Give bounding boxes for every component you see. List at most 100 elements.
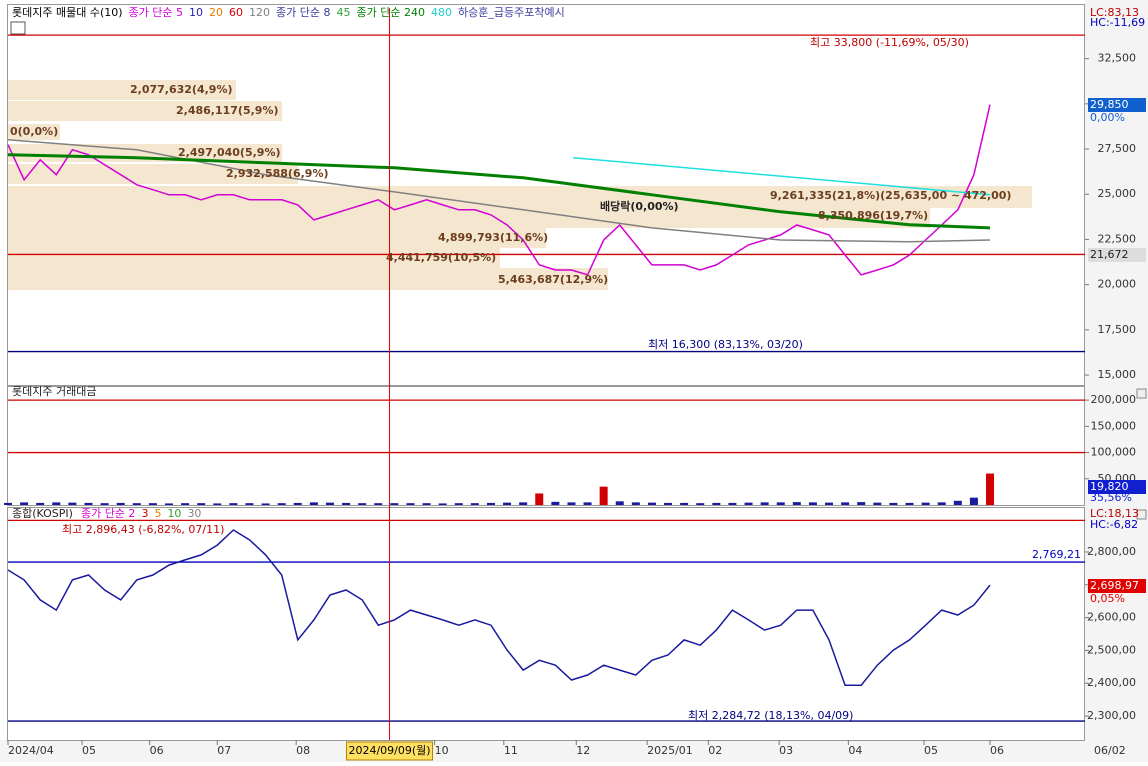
y-tick-label: 17,500	[1098, 323, 1137, 336]
bar	[470, 503, 479, 505]
bar	[181, 503, 190, 505]
x-tick-label: 05	[924, 744, 938, 757]
panel-close[interactable]	[1136, 388, 1147, 399]
side-label: 35,56%	[1090, 491, 1132, 504]
panel-frames	[7, 4, 1085, 741]
bar	[599, 486, 608, 505]
right-axis-area	[1085, 0, 1148, 762]
annotation: 4,441,759(10,5%)	[386, 251, 496, 264]
side-label-box	[1088, 98, 1146, 112]
legend-item: 5	[154, 507, 161, 520]
legend-item: 종가 단순 240	[357, 6, 425, 19]
x-tick-label: 04	[848, 744, 862, 757]
bar	[277, 503, 286, 505]
legend-item: 20	[209, 6, 223, 19]
annotation: 2,486,117(5,9%)	[176, 104, 279, 117]
y-tick-label: 2,400,00	[1087, 676, 1136, 689]
x-tick-label: 2024/04	[8, 744, 54, 757]
bar	[293, 502, 302, 505]
series-line	[7, 104, 991, 276]
y-tick-label: 2,500,00	[1087, 643, 1136, 656]
annotation: 2,077,632(4,9%)	[130, 83, 233, 96]
annotation: 2,932,588(6,9%)	[226, 167, 329, 180]
bar	[953, 500, 962, 505]
side-label: HC:-11,69	[1090, 16, 1145, 29]
series-line	[573, 156, 991, 196]
bar	[986, 473, 995, 505]
bar	[132, 503, 141, 505]
bottom-axis-area	[0, 740, 1148, 762]
profile-box	[8, 268, 608, 290]
bar	[615, 501, 624, 505]
y-tick-label: 32,500	[1098, 52, 1137, 65]
x-tick-label: 06	[990, 744, 1004, 757]
bar	[309, 502, 318, 505]
annotation: 최저 2,284,72 (18,13%, 04/09)	[688, 709, 853, 722]
side-label: HC:-6,82	[1090, 518, 1138, 531]
bar	[889, 502, 898, 505]
profile-box	[8, 101, 282, 121]
bar	[808, 502, 817, 505]
legend-item: 10	[167, 507, 181, 520]
bar	[100, 503, 109, 505]
bar	[406, 503, 415, 505]
bar	[728, 502, 737, 505]
bar	[712, 502, 721, 505]
y-tick-label: 150,000	[1091, 419, 1137, 432]
y-tick-label: 27,500	[1098, 142, 1137, 155]
series-line	[7, 153, 991, 230]
bar	[325, 502, 334, 505]
legend-item: 3	[141, 507, 148, 520]
panel-frame	[7, 507, 1085, 741]
side-label: 19,820	[1090, 480, 1129, 493]
y-tick-label: 200,000	[1091, 393, 1137, 406]
y-tick-label: 2,600,00	[1087, 611, 1136, 624]
annotation: 최저 16,300 (83,13%, 03/20)	[648, 338, 803, 351]
annotation: 최고 33,800 (-11,69%, 05/30)	[810, 36, 969, 49]
side-label: 2,698,97	[1090, 579, 1139, 592]
bar	[261, 503, 270, 505]
bar	[825, 502, 834, 505]
series-line	[7, 529, 991, 686]
legend-item: 하승훈_급등주포착예시	[458, 5, 565, 19]
profile-box	[8, 124, 60, 140]
side-label: LC:18,13	[1090, 507, 1139, 520]
panel-close[interactable]	[1136, 509, 1147, 520]
bar	[438, 503, 447, 505]
bar	[857, 502, 866, 505]
annotation: 9,261,335(21,8%)(25,635,00 ~ 472,00)	[770, 189, 1011, 202]
legend-item: 120	[249, 6, 270, 19]
bar	[905, 502, 914, 505]
x-tick-label: 03	[779, 744, 793, 757]
bar	[551, 501, 560, 505]
legend-item: 종가 단순 2	[81, 507, 135, 520]
y-tick-label: 25,000	[1098, 187, 1137, 200]
legend-item: 10	[189, 6, 203, 19]
legend-item: 종가 단순 5	[129, 6, 183, 19]
bar	[213, 503, 222, 505]
bar	[680, 502, 689, 505]
annotation: 2,769,21	[1032, 548, 1081, 561]
panel-frame	[7, 4, 1085, 386]
table-icon[interactable]	[10, 21, 26, 35]
side-label: 0,05%	[1090, 592, 1125, 605]
x-tick-label: 11	[504, 744, 518, 757]
side-label: 0,00%	[1090, 111, 1125, 124]
y-tick-label: 100,000	[1091, 446, 1137, 459]
bar	[664, 502, 673, 505]
last-date-label: 06/02	[1094, 744, 1126, 757]
profile-box	[8, 208, 930, 228]
side-label-box	[1088, 579, 1146, 593]
bar	[503, 502, 512, 505]
bar	[696, 503, 705, 505]
bar	[164, 503, 173, 505]
volume-profile	[8, 80, 1032, 290]
bar	[358, 503, 367, 505]
profile-box	[8, 228, 546, 248]
side-label-box	[1088, 480, 1146, 494]
annotation: 배당락(0,00%)	[600, 199, 679, 213]
cursor-label: 2024/09/09(월)	[348, 744, 430, 757]
profile-box	[8, 164, 298, 184]
